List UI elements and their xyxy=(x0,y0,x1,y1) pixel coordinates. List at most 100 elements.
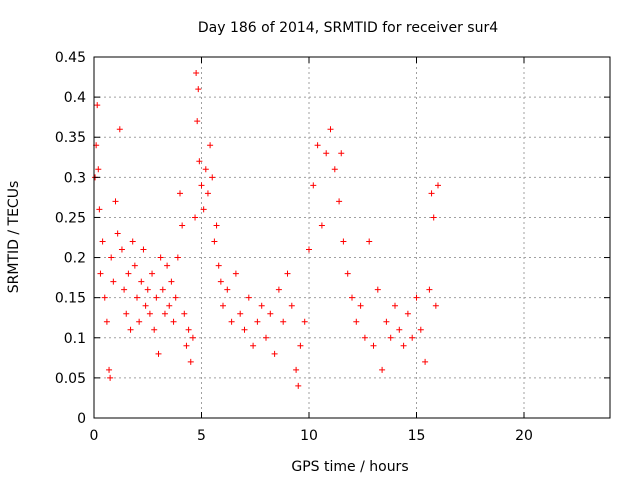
y-tick-label: 0.45 xyxy=(55,50,86,66)
y-tick-label: 0.2 xyxy=(64,251,86,267)
data-point xyxy=(344,270,351,277)
data-point xyxy=(379,366,386,373)
data-point xyxy=(123,310,130,317)
y-tick-label: 0.3 xyxy=(64,170,86,186)
data-point xyxy=(361,334,368,341)
data-point xyxy=(258,302,265,309)
data-point xyxy=(106,366,113,373)
data-point xyxy=(140,246,147,253)
data-point xyxy=(129,238,136,245)
data-point xyxy=(172,294,179,301)
data-point xyxy=(192,214,199,221)
data-point xyxy=(185,326,192,333)
data-point xyxy=(213,222,220,229)
data-point xyxy=(215,262,222,269)
data-point xyxy=(426,286,433,293)
x-axis-label: GPS time / hours xyxy=(291,459,408,475)
data-point xyxy=(127,326,134,333)
data-point xyxy=(108,254,115,261)
x-tick-label: 0 xyxy=(90,428,99,444)
data-point xyxy=(103,318,110,325)
data-point xyxy=(196,158,203,165)
data-point xyxy=(387,334,394,341)
data-point xyxy=(280,318,287,325)
data-point xyxy=(142,302,149,309)
data-point xyxy=(267,310,274,317)
x-tick-label: 15 xyxy=(408,428,426,444)
data-point xyxy=(94,102,101,109)
data-point xyxy=(314,142,321,149)
y-tick-label: 0.05 xyxy=(55,371,86,387)
data-point xyxy=(177,190,183,197)
data-point xyxy=(114,230,121,237)
data-point xyxy=(153,294,160,301)
y-tick-label: 0.4 xyxy=(64,90,86,106)
data-point xyxy=(121,286,128,293)
data-point xyxy=(159,286,166,293)
data-point xyxy=(338,150,345,157)
data-point xyxy=(200,206,207,213)
data-point xyxy=(204,190,211,197)
data-point xyxy=(193,70,200,77)
data-point xyxy=(413,294,420,301)
data-point xyxy=(134,294,140,301)
data-point xyxy=(110,278,117,285)
data-point xyxy=(250,342,257,349)
data-point xyxy=(370,342,377,349)
data-point xyxy=(288,302,295,309)
data-point xyxy=(131,262,138,269)
data-point xyxy=(151,326,158,333)
data-point xyxy=(183,342,190,349)
data-point xyxy=(195,86,202,93)
data-point xyxy=(168,278,175,285)
data-point xyxy=(353,318,360,325)
data-point xyxy=(404,310,411,317)
data-point xyxy=(392,302,398,309)
data-point xyxy=(112,198,119,205)
data-point xyxy=(428,190,435,197)
data-point xyxy=(327,126,334,133)
data-point xyxy=(194,118,201,125)
data-point xyxy=(284,270,291,277)
chart-title: Day 186 of 2014, SRMTID for receiver sur… xyxy=(198,20,498,36)
data-point xyxy=(161,310,168,317)
data-point xyxy=(318,222,325,229)
axis-ticks: 0 5 10 15 20 0 0.05 0.1 0.15 0.2 0.25 0.3 0.35 0.4 0.4… xyxy=(55,50,610,444)
data-point xyxy=(99,238,106,245)
data-point xyxy=(97,270,104,277)
data-point xyxy=(224,286,231,293)
data-point xyxy=(417,326,424,333)
data-point xyxy=(331,166,338,173)
data-point xyxy=(432,302,439,309)
data-point xyxy=(293,366,300,373)
data-point xyxy=(295,382,302,389)
data-point xyxy=(271,350,278,357)
y-tick-label: 0.1 xyxy=(64,331,86,347)
data-point xyxy=(149,270,156,277)
data-point xyxy=(95,166,102,173)
data-point xyxy=(220,302,226,309)
data-point xyxy=(228,318,235,325)
x-tick-label: 10 xyxy=(300,428,318,444)
data-point xyxy=(254,318,261,325)
data-point xyxy=(164,262,171,269)
data-point xyxy=(435,182,441,189)
data-point xyxy=(336,198,343,205)
data-point xyxy=(170,318,177,325)
data-point xyxy=(101,294,108,301)
y-tick-label: 0.25 xyxy=(55,210,86,226)
y-tick-label: 0.15 xyxy=(55,291,86,307)
y-axis-label: SRMTID / TECUs xyxy=(6,181,22,294)
data-point xyxy=(118,246,125,253)
data-point xyxy=(301,318,308,325)
data-point xyxy=(366,238,373,245)
data-point xyxy=(430,214,437,221)
y-tick-label: 0 xyxy=(77,411,86,427)
data-point xyxy=(323,150,330,157)
data-point xyxy=(400,342,407,349)
data-point xyxy=(237,310,244,317)
data-point xyxy=(349,294,355,301)
data-point xyxy=(383,318,390,325)
data-point xyxy=(96,206,103,213)
